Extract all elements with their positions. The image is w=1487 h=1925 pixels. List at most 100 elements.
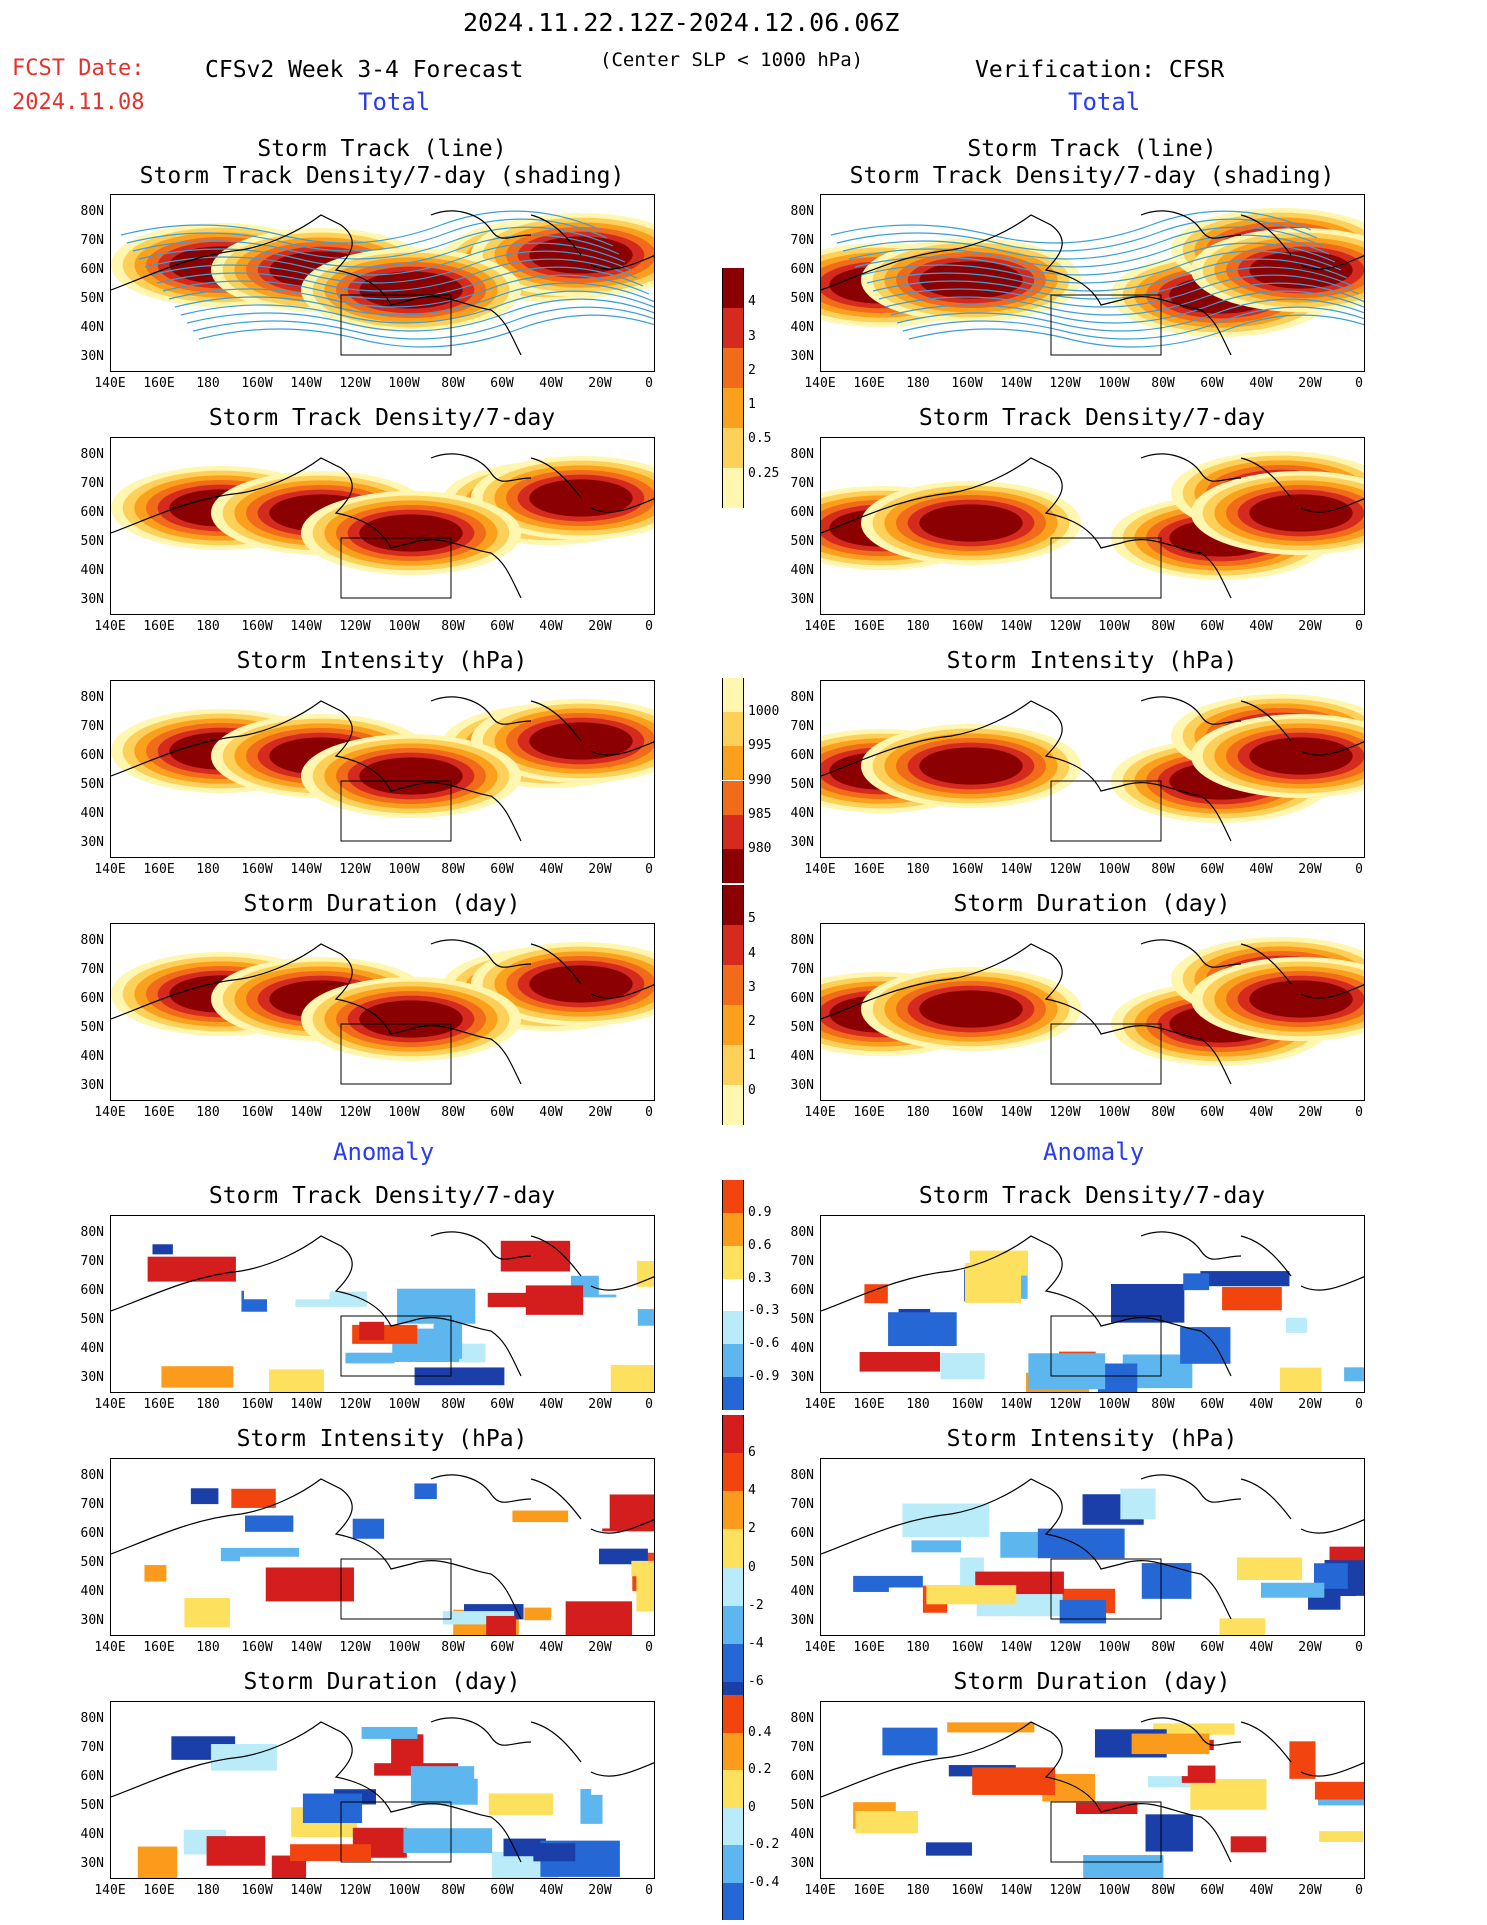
anomaly-cell [245, 1515, 294, 1532]
lon-label: 160W [241, 1105, 273, 1120]
lat-label: 80N [80, 933, 104, 948]
anomaly-cell [269, 1369, 325, 1392]
anomaly-cell [1319, 1831, 1364, 1843]
lon-label: 0 [1355, 619, 1363, 634]
anomaly-cell [380, 1596, 434, 1633]
lon-label: 60W [1200, 1397, 1224, 1412]
colorbar-swatch [722, 1245, 744, 1279]
lon-label: 60W [490, 1105, 514, 1120]
lon-label: 160W [951, 1640, 983, 1655]
anomaly-cell [1181, 1765, 1216, 1783]
coastline [821, 210, 1364, 356]
colorbar-swatch [722, 388, 744, 428]
lon-label: 80W [441, 1883, 465, 1898]
lon-label: 140E [94, 862, 126, 877]
map-density-right [820, 437, 1365, 615]
lon-label: 140W [1000, 1883, 1032, 1898]
us-state-borders [1050, 780, 1162, 842]
lon-label: 0 [1355, 376, 1363, 391]
panel-title-track-right: Storm Track (line) [967, 136, 1217, 162]
map-intensity-anomaly-right [820, 1458, 1365, 1636]
lon-label: 60W [490, 1883, 514, 1898]
panel-title-track-left: Storm Track Density/7-day (shading) [139, 163, 625, 189]
map-canvas [821, 208, 1364, 356]
lon-label: 80W [441, 862, 465, 877]
lat-label: 80N [790, 204, 814, 219]
coastline [111, 1474, 654, 1620]
colorbar-tick-label: 0 [748, 1799, 756, 1815]
map-density-anomaly-left [110, 1215, 655, 1393]
lon-label: 140E [804, 1883, 836, 1898]
lat-label: 30N [80, 1078, 104, 1093]
lon-label: 180 [906, 376, 930, 391]
colorbar-swatch [722, 428, 744, 468]
lat-label: 80N [790, 1225, 814, 1240]
anomaly-cell [1183, 1273, 1210, 1291]
lat-label: 80N [790, 1468, 814, 1483]
shaded-field [137, 1726, 654, 1878]
lon-label: 20W [588, 1883, 612, 1898]
shaded-field [859, 1250, 1364, 1392]
lon-label: 80W [441, 619, 465, 634]
anomaly-cell [636, 1260, 654, 1292]
lon-label: 20W [1298, 619, 1322, 634]
lat-label: 70N [790, 233, 814, 248]
shaded-field [821, 937, 1364, 1066]
lon-label: 160E [853, 376, 885, 391]
anomaly-cell [1200, 1271, 1290, 1287]
panel-title-intensity-anomaly-right: Storm Intensity (hPa) [946, 1426, 1238, 1452]
anomaly-cell [488, 1793, 554, 1816]
colorbar-tick-label: 990 [748, 772, 772, 788]
anomaly-cell [1037, 1528, 1125, 1559]
total-label-right: Total [1068, 88, 1141, 116]
anomaly-cell [525, 1285, 584, 1315]
anomaly-cell [1285, 1317, 1307, 1333]
lon-label: 0 [1355, 1105, 1363, 1120]
storm-track-line [908, 314, 1364, 348]
map-canvas [821, 937, 1364, 1085]
anomaly-cell [1237, 1557, 1303, 1581]
map-duration-anomaly-right [820, 1701, 1365, 1879]
colorbar-swatch [722, 1453, 744, 1492]
lat-label: 50N [790, 534, 814, 549]
lat-label: 70N [80, 233, 104, 248]
lat-label: 40N [80, 806, 104, 821]
lat-label: 60N [80, 505, 104, 520]
coastline [111, 453, 654, 599]
panel-title-track-left: Storm Track (line) [257, 136, 507, 162]
lat-label: 70N [790, 1740, 814, 1755]
anomaly-cell [599, 1548, 648, 1565]
colorbar-swatch [722, 1529, 744, 1568]
lat-label: 60N [80, 262, 104, 277]
lon-label: 80W [441, 1640, 465, 1655]
storm-track-line [192, 306, 654, 340]
lon-label: 180 [196, 619, 220, 634]
colorbar-tick-label: 0.2 [748, 1762, 772, 1777]
anomaly-label-right: Anomaly [1043, 1138, 1145, 1166]
us-state-borders [340, 537, 452, 599]
lon-label: 20W [1298, 1640, 1322, 1655]
lon-label: 100W [388, 376, 420, 391]
density-contour [1249, 737, 1353, 775]
panel-title-intensity-anomaly-left: Storm Intensity (hPa) [236, 1426, 528, 1452]
anomaly-cell [1230, 1836, 1267, 1853]
verification-title: Verification: CFSR [975, 57, 1225, 83]
colorbar-tick-label: 4 [748, 1483, 756, 1499]
map-track-right [820, 194, 1365, 372]
map-canvas [111, 1231, 654, 1392]
colorbar-swatch [722, 780, 744, 815]
storm-track-line [872, 266, 1354, 300]
lon-label: 40W [539, 1883, 563, 1898]
lat-label: 40N [790, 1584, 814, 1599]
lat-label: 80N [790, 933, 814, 948]
lon-label: 120W [1049, 1397, 1081, 1412]
anomaly-cell [524, 1607, 552, 1621]
us-state-borders [340, 294, 452, 356]
colorbar-tick-label: 995 [748, 738, 772, 754]
lon-label: 140E [94, 1397, 126, 1412]
lon-label: 180 [196, 376, 220, 391]
storm-track-line [162, 266, 644, 300]
model-title: CFSv2 Week 3-4 Forecast [205, 57, 524, 83]
anomaly-cell [911, 1540, 962, 1553]
anomaly-cell [359, 1321, 385, 1341]
